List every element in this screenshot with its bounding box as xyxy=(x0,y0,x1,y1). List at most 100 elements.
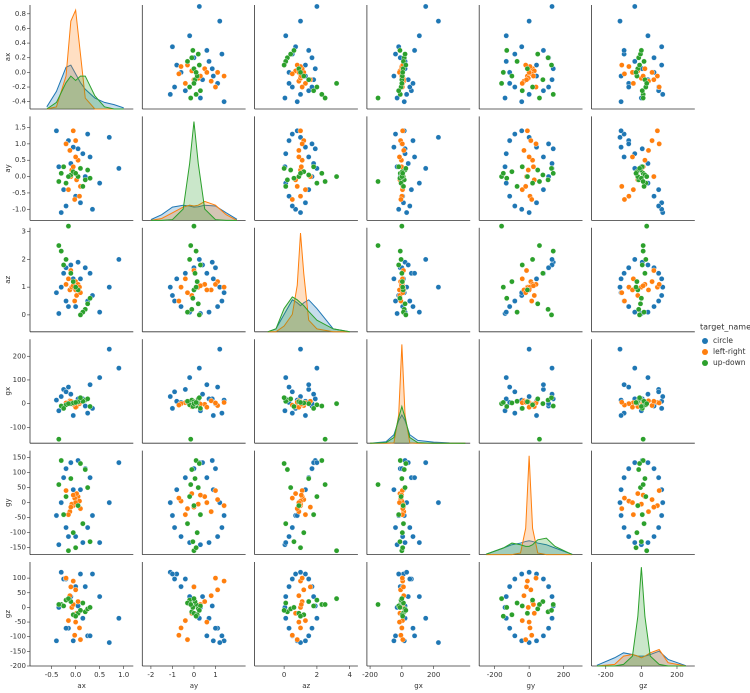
scatter-point xyxy=(618,399,625,406)
scatter-point xyxy=(56,481,62,488)
scatter-point xyxy=(526,91,532,98)
scatter-point xyxy=(617,18,623,24)
scatter-point xyxy=(116,256,122,263)
scatter-point xyxy=(649,278,655,285)
scatter-point xyxy=(643,80,650,87)
scatter-point xyxy=(314,180,320,186)
y-tick-label: 100 xyxy=(13,376,26,384)
scatter-point xyxy=(635,502,641,509)
scatter-point xyxy=(190,47,196,54)
scatter-point xyxy=(518,571,525,577)
scatter-point xyxy=(196,394,203,401)
scatter-point xyxy=(643,547,650,554)
scatter-point xyxy=(401,466,408,473)
scatter-point xyxy=(411,474,418,481)
y-tick-label: 0.5 xyxy=(15,156,26,164)
scatter-point xyxy=(296,592,302,599)
scatter-point xyxy=(416,539,423,546)
scatter-point xyxy=(80,520,86,527)
y-tick-label: -100 xyxy=(10,423,26,431)
scatter-point xyxy=(656,487,662,494)
scatter-point xyxy=(204,270,210,277)
scatter-point xyxy=(645,391,651,397)
y-tick-label: 150 xyxy=(13,454,26,462)
scatter-point xyxy=(651,76,657,83)
scatter-point xyxy=(96,374,103,381)
scatter-point xyxy=(621,154,627,160)
scatter-point xyxy=(192,475,198,482)
scatter-point xyxy=(282,32,289,39)
scatter-point xyxy=(219,633,225,639)
scatter-point xyxy=(411,154,418,160)
scatter-point xyxy=(519,276,526,282)
scatter-point xyxy=(82,264,89,271)
scatter-point xyxy=(282,539,289,546)
scatter-point xyxy=(651,504,657,510)
scatter-point xyxy=(618,512,624,519)
scatter-point xyxy=(398,493,404,500)
kde-area xyxy=(46,76,124,109)
scatter-point xyxy=(196,460,203,467)
scatter-point xyxy=(186,256,193,263)
scatter-point xyxy=(84,484,91,491)
scatter-point xyxy=(193,69,199,76)
kde-area xyxy=(370,406,466,444)
scatter-point xyxy=(281,460,287,467)
scatter-point xyxy=(196,62,203,68)
scatter-point xyxy=(106,639,113,646)
scatter-point xyxy=(221,399,227,406)
scatter-point xyxy=(297,569,304,576)
kde-line xyxy=(46,64,124,109)
scatter-point xyxy=(67,147,73,154)
scatter-point xyxy=(400,183,407,190)
scatter-point xyxy=(411,47,418,54)
scatter-point xyxy=(60,186,67,193)
scatter-point xyxy=(184,520,191,527)
scatter-point xyxy=(631,309,638,315)
scatter-point xyxy=(651,267,657,274)
scatter-point xyxy=(72,154,79,160)
scatter-point xyxy=(65,533,72,540)
scatter-point xyxy=(636,312,643,318)
scatter-point xyxy=(197,95,204,101)
scatter-point xyxy=(197,541,204,548)
scatter-point xyxy=(636,165,643,172)
scatter-point xyxy=(403,91,410,98)
scatter-point xyxy=(635,306,642,313)
scatter-point xyxy=(305,172,312,178)
scatter-point xyxy=(191,223,197,229)
kde-line xyxy=(370,413,466,444)
scatter-point xyxy=(642,270,648,277)
scatter-point xyxy=(659,393,666,400)
scatter-point xyxy=(77,636,84,643)
scatter-point xyxy=(656,281,662,288)
scatter-point xyxy=(392,298,399,304)
scatter-point xyxy=(540,381,547,388)
scatter-point xyxy=(214,303,221,310)
scatter-point xyxy=(287,484,294,491)
scatter-point xyxy=(184,58,191,65)
scatter-point xyxy=(399,278,406,285)
x-tick-label: -0.5 xyxy=(45,671,59,679)
scatter-point xyxy=(534,51,541,57)
scatter-point xyxy=(512,203,518,209)
scatter-point xyxy=(533,575,539,581)
scatter-point xyxy=(402,539,408,546)
scatter-point xyxy=(84,131,91,137)
scatter-point xyxy=(297,127,304,134)
scatter-point xyxy=(396,619,403,625)
scatter-point xyxy=(621,71,628,77)
scatter-point xyxy=(176,298,182,304)
scatter-point xyxy=(399,127,406,134)
scatter-point xyxy=(116,165,122,172)
scatter-point xyxy=(76,625,83,631)
scatter-point xyxy=(633,399,639,406)
x-tick-label: 0.5 xyxy=(94,671,105,679)
scatter-point xyxy=(63,575,69,581)
scatter-point xyxy=(314,402,320,408)
scatter-point xyxy=(70,163,77,170)
scatter-point xyxy=(84,167,91,173)
scatter-point xyxy=(512,131,518,137)
scatter-point xyxy=(297,91,304,98)
x-tick-label: 0 xyxy=(639,671,643,679)
